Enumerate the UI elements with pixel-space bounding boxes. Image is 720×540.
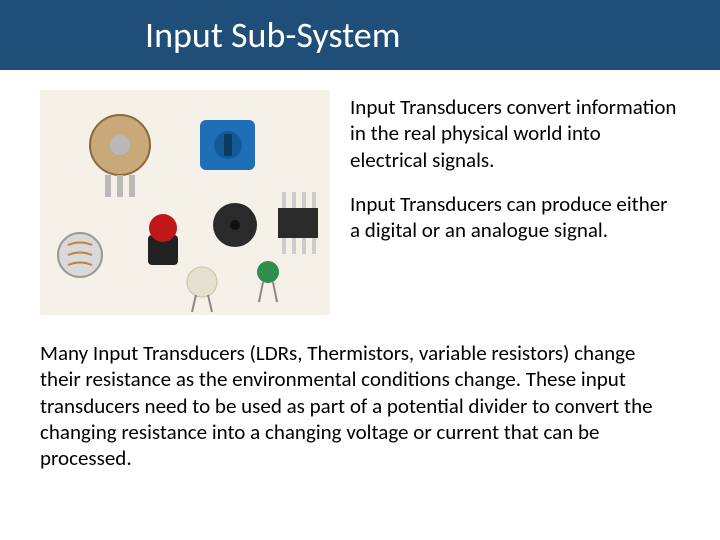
push-button-icon — [148, 214, 178, 265]
paragraph-2: Input Transducers can produce either a d… — [350, 191, 680, 244]
components-illustration — [40, 90, 330, 315]
paragraph-1: Input Transducers convert information in… — [350, 94, 680, 173]
trim-pot-icon — [200, 120, 255, 170]
title-bar: Input Sub-System — [0, 0, 720, 70]
paragraph-3: Many Input Transducers (LDRs, Thermistor… — [40, 340, 680, 471]
ldr-icon — [58, 233, 102, 277]
right-text-column: Input Transducers convert information in… — [350, 90, 680, 315]
slide-title: Input Sub-System — [145, 13, 400, 57]
content-row: Input Transducers convert information in… — [0, 70, 720, 325]
component-photo — [40, 90, 330, 315]
buzzer-icon — [213, 203, 257, 247]
bottom-text-block: Many Input Transducers (LDRs, Thermistor… — [0, 325, 720, 471]
